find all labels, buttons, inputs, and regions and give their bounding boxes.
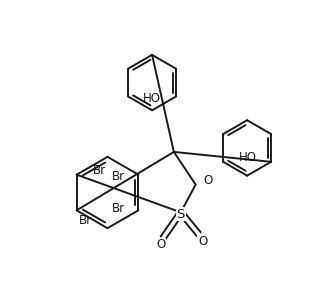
Text: O: O (204, 174, 213, 187)
Text: S: S (177, 208, 185, 221)
Text: Br: Br (93, 164, 106, 177)
Text: HO: HO (143, 92, 161, 105)
Text: Br: Br (111, 170, 124, 183)
Text: Br: Br (111, 202, 124, 215)
Text: Br: Br (78, 214, 92, 227)
Text: O: O (156, 239, 166, 251)
Text: HO: HO (239, 151, 257, 164)
Text: O: O (198, 235, 207, 248)
